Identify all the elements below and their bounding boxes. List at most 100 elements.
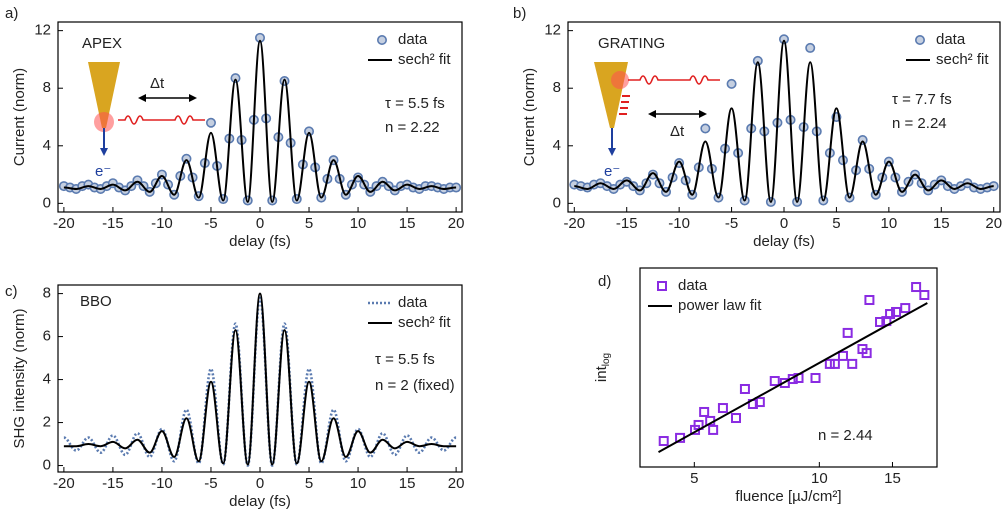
x-tick-label: -10	[151, 475, 173, 492]
arrowhead	[138, 94, 146, 102]
x-tick-label: -5	[204, 215, 217, 232]
data-point	[699, 406, 710, 417]
data-point	[810, 372, 821, 383]
y-axis-label-main: Current (norm)	[521, 68, 538, 166]
y-axis-label: Current (norm)	[11, 68, 28, 166]
data-point	[769, 376, 780, 387]
panel-label: a)	[5, 5, 18, 22]
annotation: Δt	[150, 75, 165, 92]
y-axis-label-main: SHG intensity (norm)	[11, 308, 28, 448]
legend-label: sech² fit	[398, 314, 451, 331]
annotation: n = 2.22	[385, 119, 440, 136]
y-tick-label: 4	[43, 137, 51, 154]
annotation: e⁻	[95, 163, 111, 180]
x-tick-label: 10	[811, 470, 828, 487]
legend-label: data	[398, 294, 428, 311]
data-point	[739, 383, 750, 394]
x-tick-label: -20	[53, 215, 75, 232]
annotation: τ = 5.5 fs	[375, 351, 435, 368]
legend-label: sech² fit	[398, 51, 451, 68]
x-tick-label: 15	[933, 215, 950, 232]
panel: a) -20 -15 -10 -5 0 5 10 15 20 0 4 8 12 delay (fs) Curr…	[5, 5, 464, 250]
x-tick-label: 10	[350, 475, 367, 492]
arrowhead	[648, 110, 656, 118]
legend-label: data	[398, 31, 428, 48]
y-axis-label: Current (norm)	[521, 68, 538, 166]
x-tick-label: 15	[399, 215, 416, 232]
data-point	[847, 358, 858, 369]
data-point	[230, 73, 241, 84]
pulses	[628, 75, 720, 85]
data-point	[708, 424, 719, 435]
x-tick-label: 15	[884, 470, 901, 487]
x-tick-label: 5	[305, 215, 313, 232]
annotation: GRATING	[598, 35, 665, 52]
data-point	[919, 290, 930, 301]
arrowhead	[189, 94, 197, 102]
glow	[611, 71, 629, 89]
data-point	[829, 358, 840, 369]
legend-label: data	[678, 277, 708, 294]
data-point	[842, 327, 853, 338]
tip	[88, 62, 120, 128]
x-tick-label: -5	[725, 215, 738, 232]
data-point	[242, 195, 253, 206]
data-point	[205, 117, 216, 128]
data-point	[304, 126, 315, 137]
glow	[94, 112, 114, 132]
x-tick-label: -15	[616, 215, 638, 232]
x-axis-label: fluence [µJ/cm²]	[735, 488, 841, 505]
panel: c) -20 -15 -10 -5 0 5 10 15 20 0 2 4 6 8 delay (fs) SHG …	[5, 283, 464, 510]
data-point	[279, 76, 290, 87]
x-tick-label: -15	[102, 475, 124, 492]
legend-label: data	[936, 31, 966, 48]
annotation: τ = 5.5 fs	[385, 95, 445, 112]
y-tick-label: 8	[43, 285, 51, 302]
annotation: APEX	[82, 35, 122, 52]
x-tick-label: -10	[151, 215, 173, 232]
emission	[619, 95, 630, 115]
series-line	[574, 39, 994, 203]
legend-marker	[657, 281, 667, 291]
y-tick-label: 8	[43, 79, 51, 96]
data-point	[891, 306, 902, 317]
annotation: BBO	[80, 293, 112, 310]
y-tick-label: 6	[43, 328, 51, 345]
annotation: Δt	[670, 123, 685, 140]
series-line	[63, 296, 457, 467]
y-axis-label-main: int	[593, 365, 610, 382]
data-point	[900, 303, 911, 314]
data-point	[717, 403, 728, 414]
y-axis-label: intlog	[593, 353, 612, 382]
x-tick-label: 10	[881, 215, 898, 232]
data-point	[726, 78, 737, 89]
x-tick-label: 15	[399, 475, 416, 492]
x-tick-label: 5	[305, 475, 313, 492]
data-point	[353, 172, 364, 183]
legend-marker	[914, 34, 925, 45]
data-point	[885, 309, 896, 320]
arrowhead	[699, 110, 707, 118]
plot-frame	[639, 267, 938, 468]
series-line	[63, 39, 457, 203]
x-axis-label: delay (fs)	[229, 233, 291, 250]
y-tick-label: 0	[43, 194, 51, 211]
data-point	[864, 295, 875, 306]
inset-grating	[594, 62, 720, 156]
x-axis-label: delay (fs)	[229, 493, 291, 510]
y-axis-label-sub: log	[601, 353, 612, 366]
data-point	[255, 32, 266, 43]
panel-label: c)	[5, 283, 18, 300]
data-point	[700, 123, 711, 134]
x-tick-label: 0	[780, 215, 788, 232]
data-point	[861, 348, 872, 359]
y-tick-label: 2	[43, 414, 51, 431]
arrowhead	[100, 148, 108, 156]
x-tick-label: 20	[448, 475, 465, 492]
annotation: n = 2.44	[818, 427, 873, 444]
x-tick-label: -20	[53, 475, 75, 492]
annotation: n = 2 (fixed)	[375, 377, 455, 394]
y-tick-label: 4	[553, 137, 561, 154]
